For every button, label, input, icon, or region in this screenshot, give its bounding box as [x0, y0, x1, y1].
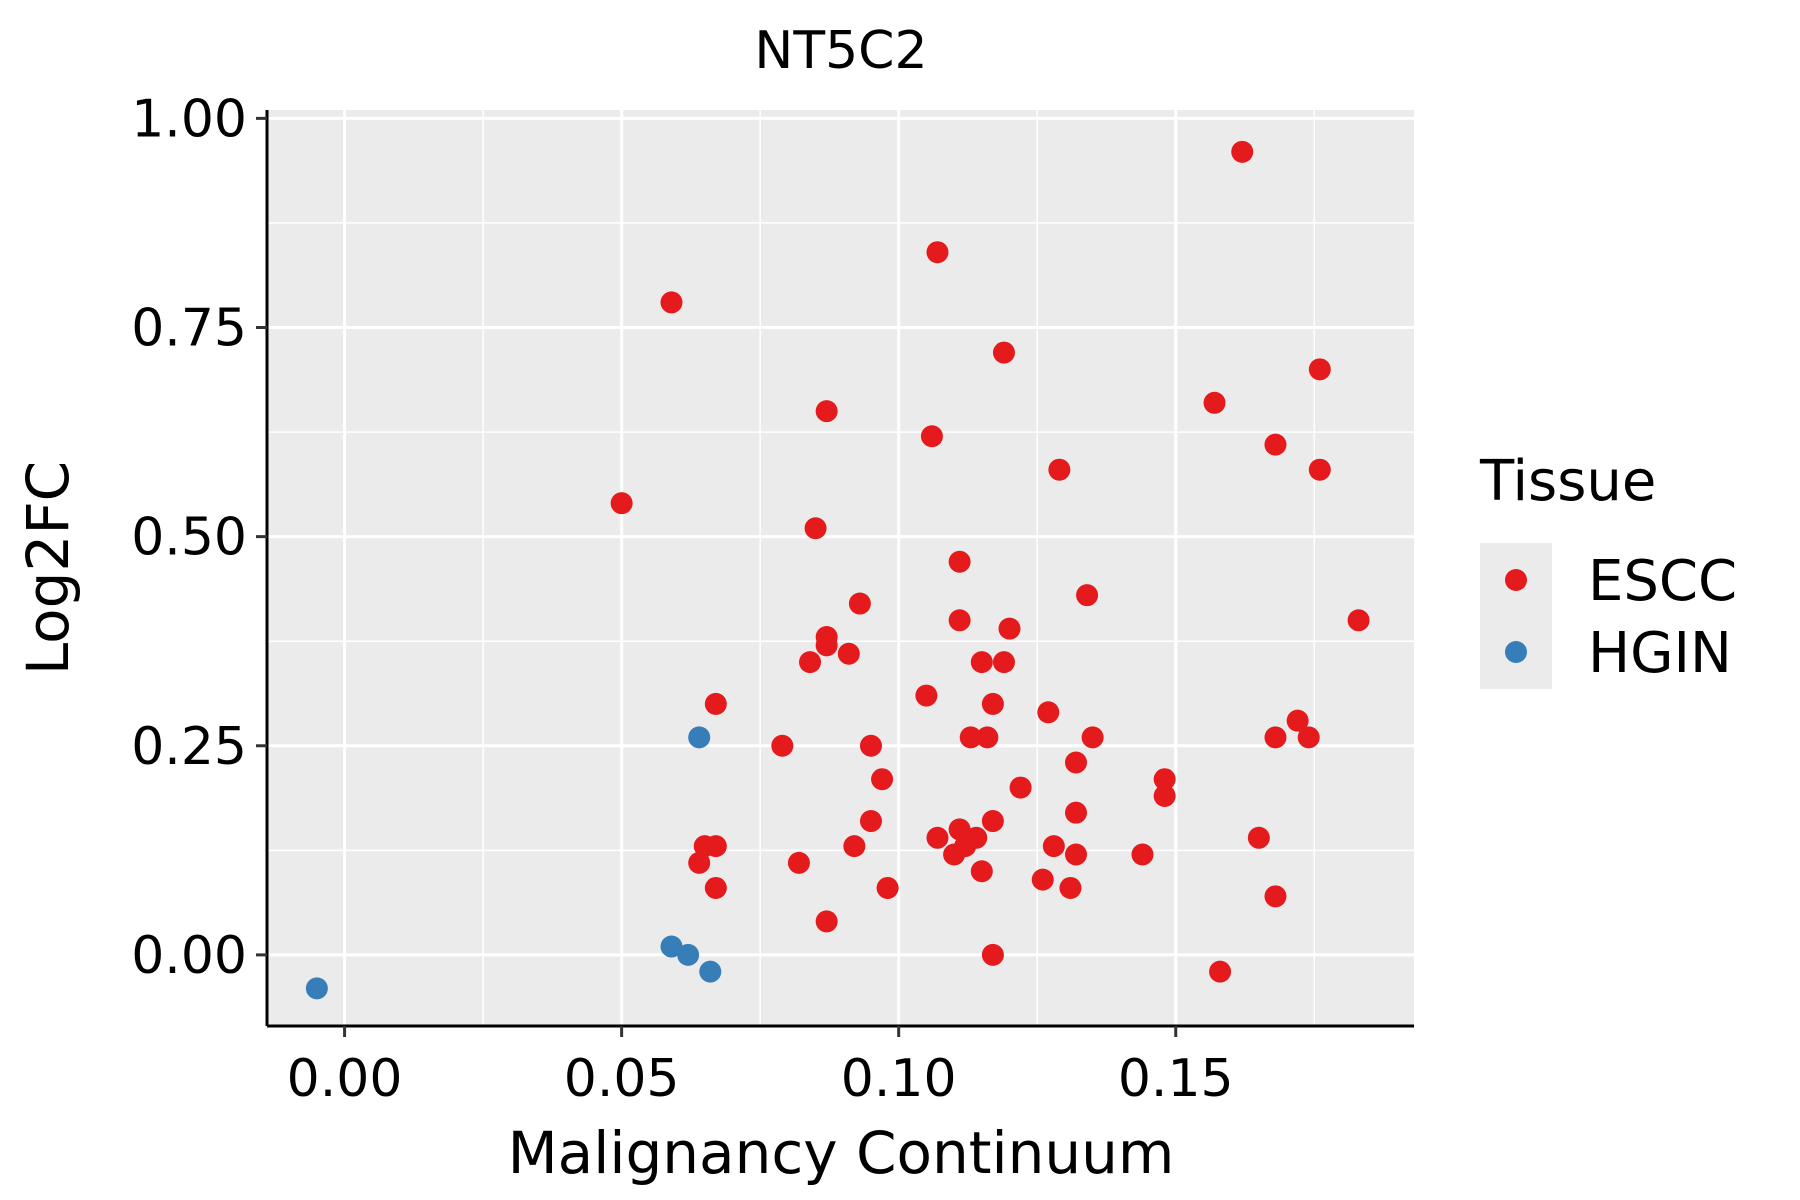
y-tick-label: 0.50: [131, 508, 247, 568]
major-gridlines: [267, 110, 1414, 1026]
data-point-escc: [771, 734, 794, 757]
data-point-escc: [787, 851, 810, 874]
data-point-escc: [1264, 726, 1287, 749]
data-point-escc: [970, 651, 993, 674]
x-tick-label: 0.00: [287, 1049, 403, 1109]
data-point-hgin: [660, 935, 683, 958]
minor-gridlines: [267, 110, 1414, 1026]
data-point-escc: [799, 651, 822, 674]
data-point-hgin: [699, 960, 722, 983]
data-point-escc: [1064, 843, 1087, 866]
data-point-escc: [1264, 885, 1287, 908]
data-point-escc: [1048, 458, 1071, 481]
data-point-escc: [1059, 876, 1082, 899]
data-point-escc: [704, 692, 727, 715]
data-point-escc: [1209, 960, 1232, 983]
data-point-escc: [1042, 835, 1065, 858]
data-point-escc: [837, 642, 860, 665]
y-tick-label: 1.00: [131, 89, 247, 149]
data-point-escc: [815, 634, 838, 657]
data-point-escc: [1081, 726, 1104, 749]
data-point-escc: [1308, 358, 1331, 381]
legend-label-hgin: HGIN: [1588, 621, 1732, 686]
data-point-escc: [859, 810, 882, 833]
x-axis-title: Malignancy Continuum: [508, 1119, 1175, 1187]
data-point-escc: [1131, 843, 1154, 866]
data-point-escc: [1247, 826, 1270, 849]
data-point-escc: [1037, 701, 1060, 724]
data-point-escc: [660, 291, 683, 314]
legend-label-escc: ESCC: [1588, 549, 1737, 614]
data-point-escc: [1347, 609, 1370, 632]
data-point-escc: [970, 860, 993, 883]
data-point-hgin: [305, 977, 328, 1000]
data-point-escc: [843, 835, 866, 858]
data-point-escc: [1286, 709, 1309, 732]
data-points: [305, 140, 1370, 1000]
plot-panel: [267, 110, 1414, 1026]
legend: Tissue ESCC HGIN: [1479, 449, 1737, 689]
data-point-escc: [871, 768, 894, 791]
data-point-escc: [1308, 458, 1331, 481]
data-point-escc: [981, 943, 1004, 966]
data-point-escc: [815, 400, 838, 423]
data-point-escc: [948, 818, 971, 841]
data-point-escc: [998, 617, 1021, 640]
legend-key-hgin: [1505, 641, 1527, 663]
data-point-escc: [1076, 584, 1099, 607]
data-point-escc: [926, 826, 949, 849]
data-point-escc: [848, 592, 871, 615]
data-point-hgin: [677, 943, 700, 966]
data-point-escc: [1009, 776, 1032, 799]
data-point-escc: [1203, 391, 1226, 414]
data-point-escc: [981, 692, 1004, 715]
legend-key-background: [1480, 543, 1552, 689]
legend-title: Tissue: [1479, 449, 1656, 514]
data-point-escc: [704, 835, 727, 858]
data-point-escc: [804, 517, 827, 540]
data-point-hgin: [688, 726, 711, 749]
data-point-escc: [1064, 751, 1087, 774]
data-point-escc: [876, 876, 899, 899]
x-tick-label: 0.05: [564, 1049, 680, 1109]
data-point-escc: [688, 851, 711, 874]
data-point-escc: [976, 726, 999, 749]
data-point-escc: [704, 876, 727, 899]
data-point-escc: [926, 241, 949, 264]
data-point-escc: [1231, 140, 1254, 163]
data-point-escc: [992, 341, 1015, 364]
legend-key-escc: [1505, 569, 1527, 591]
data-point-escc: [915, 684, 938, 707]
data-point-escc: [959, 726, 982, 749]
data-point-escc: [815, 910, 838, 933]
y-tick-label: 0.75: [131, 298, 247, 358]
data-point-escc: [1153, 784, 1176, 807]
data-point-escc: [610, 492, 633, 515]
data-point-escc: [1153, 768, 1176, 791]
data-point-escc: [948, 609, 971, 632]
data-point-escc: [1297, 726, 1320, 749]
y-axis-ticks: 0.00 0.25 0.50 0.75 1.00: [131, 89, 267, 986]
chart-title: NT5C2: [754, 21, 927, 81]
data-point-escc: [859, 734, 882, 757]
y-axis-title: Log2FC: [14, 461, 82, 675]
data-point-escc: [943, 843, 966, 866]
data-point-escc: [1264, 433, 1287, 456]
data-point-escc: [981, 810, 1004, 833]
data-point-escc: [920, 425, 943, 448]
data-point-escc: [992, 651, 1015, 674]
y-tick-label: 0.25: [131, 717, 247, 777]
data-point-escc: [1031, 868, 1054, 891]
y-tick-label: 0.00: [131, 926, 247, 986]
data-point-escc: [1064, 801, 1087, 824]
x-axis-ticks: 0.00 0.05 0.10 0.15: [287, 1026, 1234, 1109]
data-point-escc: [948, 550, 971, 573]
x-tick-label: 0.10: [841, 1049, 957, 1109]
x-tick-label: 0.15: [1118, 1049, 1234, 1109]
